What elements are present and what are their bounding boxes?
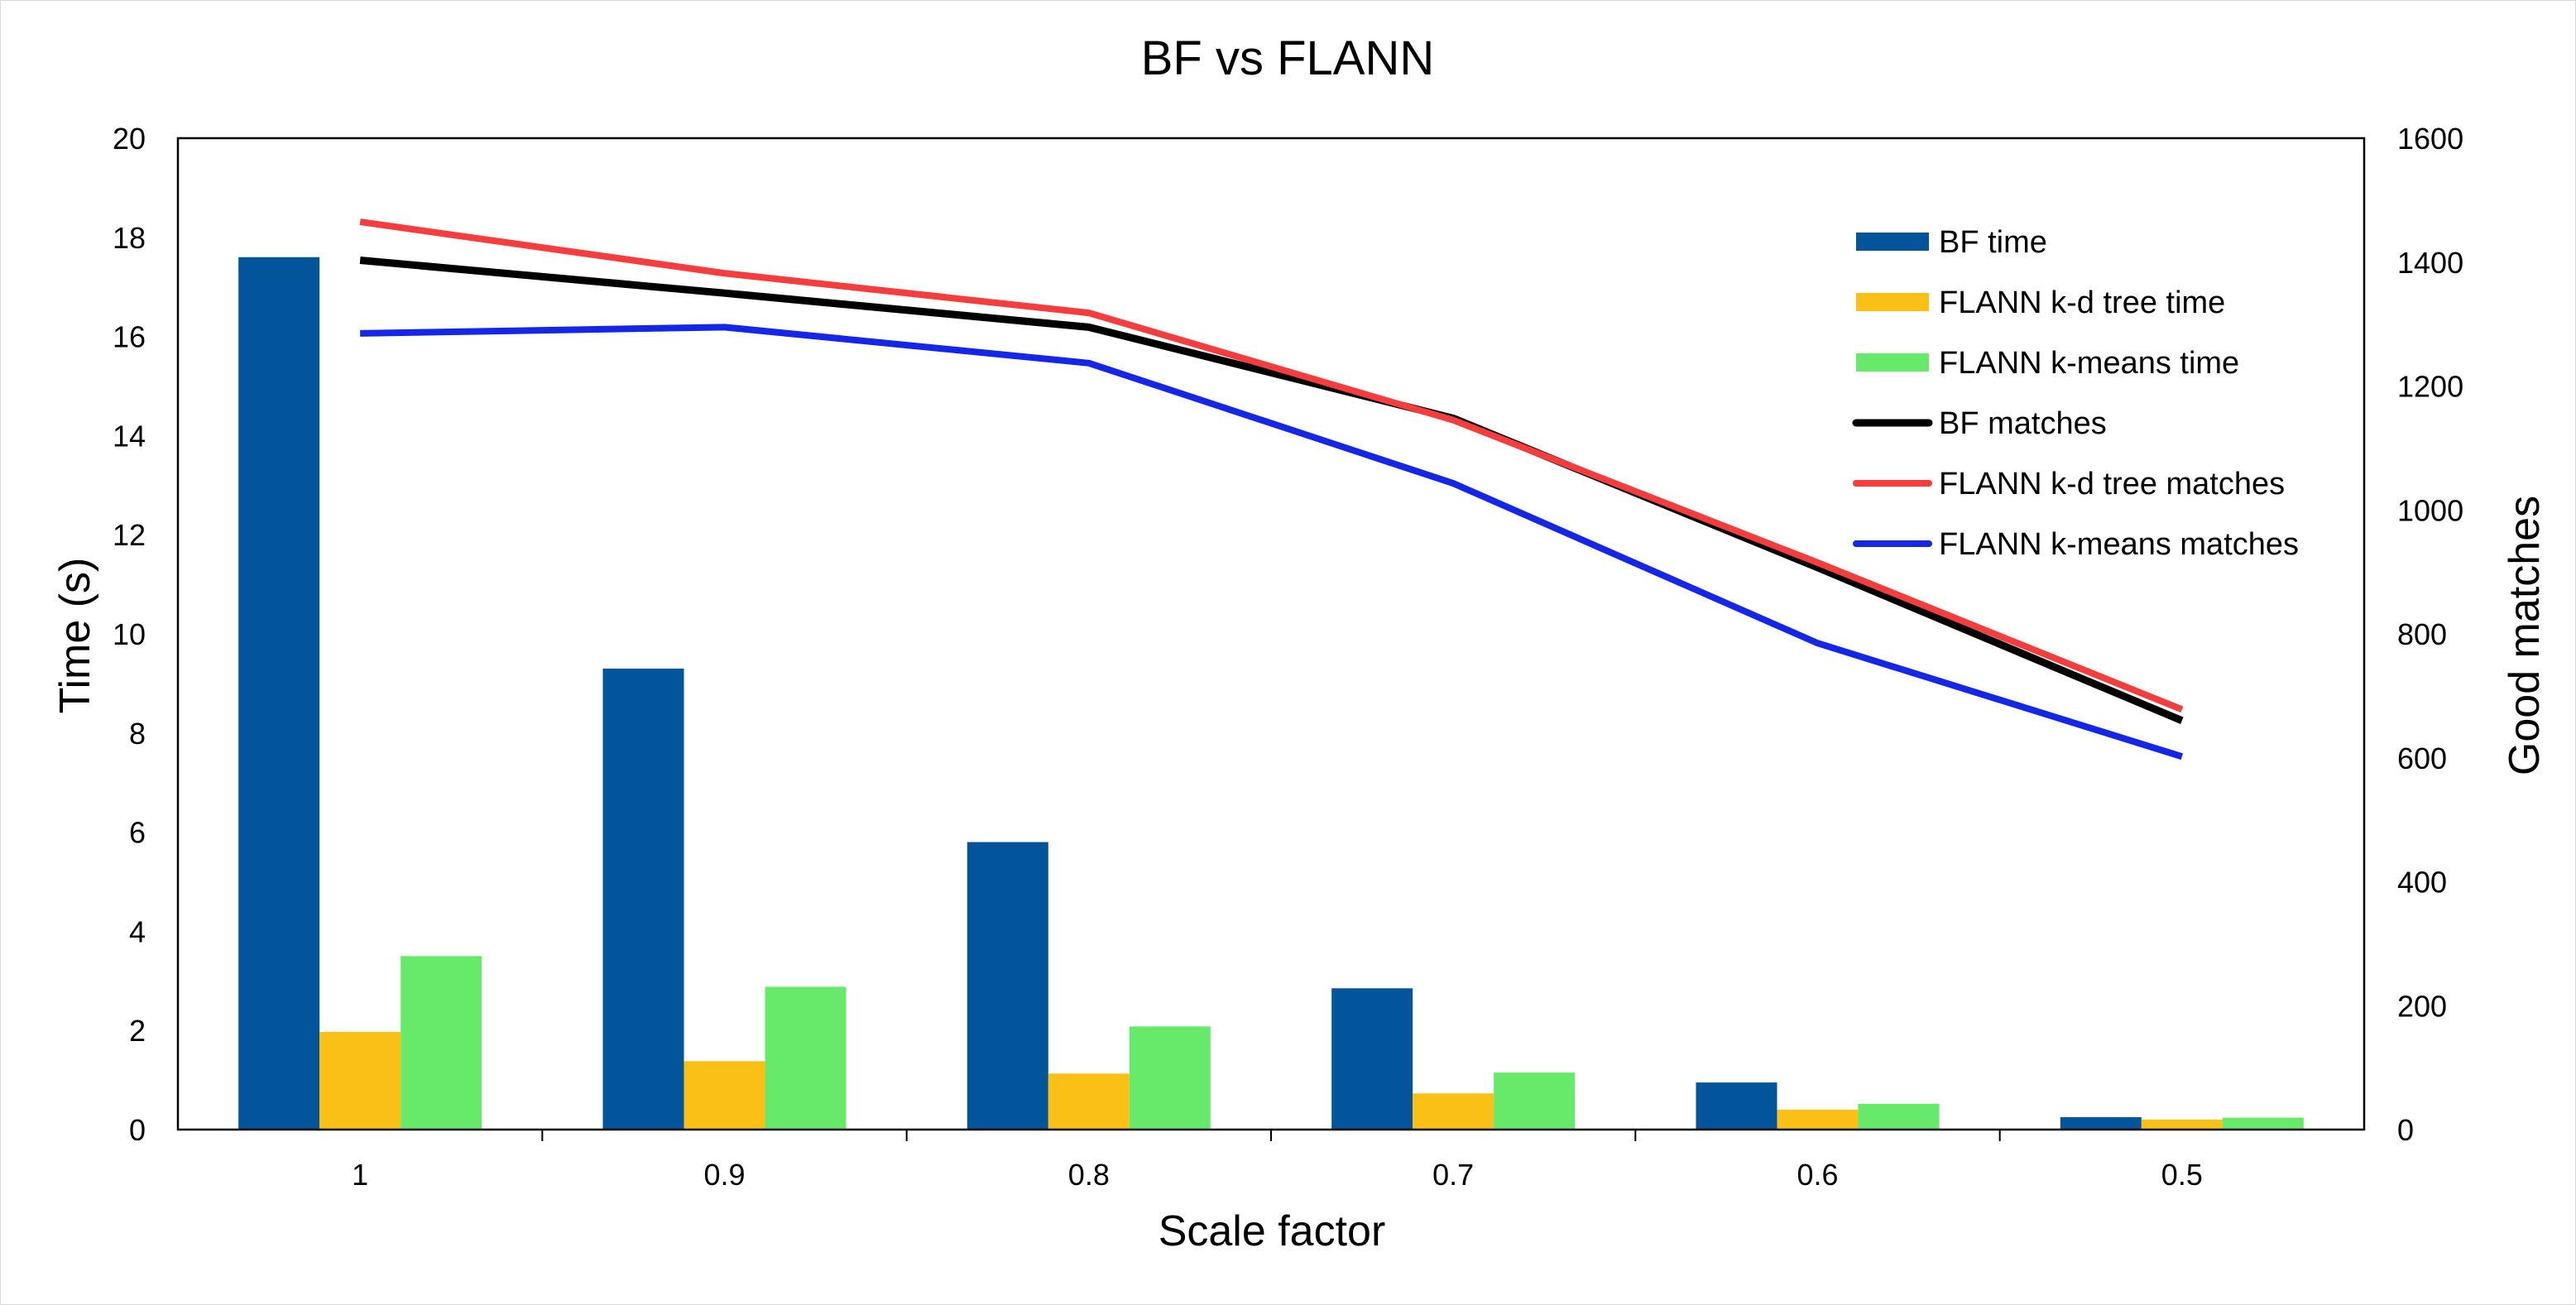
legend: BF time FLANN k-d tree time FLANN k-means … <box>1852 225 2299 562</box>
bar-1-1 <box>238 257 320 1130</box>
y-tick-label: 12 <box>113 518 146 552</box>
y2-tick-label: 1000 <box>2397 493 2463 527</box>
y-tick-label: 6 <box>129 816 146 850</box>
bar-2-3 <box>1048 1073 1130 1130</box>
bar-3-5 <box>1858 1103 1940 1130</box>
line-series-2 <box>359 218 2184 713</box>
bar-1-5 <box>1696 1082 1777 1130</box>
legend-swatch-2 <box>1856 293 1929 311</box>
legend-label-6: FLANN k-means matches <box>1939 527 2299 562</box>
x-tick-label: 0.7 <box>1432 1158 1474 1192</box>
bar-1-3 <box>967 842 1048 1130</box>
bar-1-2 <box>602 668 684 1130</box>
legend-swatch-3 <box>1856 353 1929 372</box>
bar-2-6 <box>2141 1120 2223 1130</box>
y2-tick-label: 400 <box>2397 866 2447 900</box>
bar-3-6 <box>2222 1117 2304 1130</box>
legend-label-2: FLANN k-d tree time <box>1939 285 2225 320</box>
y-tick-label: 4 <box>129 914 146 948</box>
secondary-y-axis-title: Good matches <box>2501 496 2549 775</box>
line-series-1 <box>359 257 2184 724</box>
y2-tick-label: 0 <box>2397 1113 2414 1147</box>
y-tick-label: 2 <box>129 1014 146 1048</box>
x-axis-title: Scale factor <box>1158 1207 1386 1255</box>
bar-1-4 <box>1331 988 1413 1130</box>
y-tick-label: 20 <box>113 122 146 156</box>
bar-1-6 <box>2060 1117 2142 1130</box>
bar-2-1 <box>319 1031 401 1130</box>
y-tick-label: 8 <box>129 717 146 751</box>
y2-tick-label: 800 <box>2397 617 2447 651</box>
y2-tick-label: 1600 <box>2397 122 2463 156</box>
legend-label-4: BF matches <box>1939 406 2107 441</box>
x-tick-label: 0.5 <box>2161 1158 2203 1192</box>
y2-tick-label: 200 <box>2397 989 2447 1023</box>
y2-tick-label: 600 <box>2397 741 2447 775</box>
line-series-3 <box>360 324 2184 760</box>
bar-3-2 <box>765 986 847 1130</box>
y-axis-title: Time (s) <box>51 558 99 714</box>
y-tick-label: 10 <box>113 617 146 651</box>
legend-label-5: FLANN k-d tree matches <box>1939 467 2285 501</box>
bar-3-1 <box>401 956 482 1130</box>
x-tick-label: 0.9 <box>703 1158 745 1192</box>
axis-ticks-layer: 0246810121416182002004006008001000120014… <box>113 122 2463 1192</box>
y-tick-label: 14 <box>113 419 146 453</box>
bar-3-4 <box>1494 1072 1576 1130</box>
bar-2-5 <box>1777 1110 1859 1130</box>
lines-layer <box>359 218 2184 760</box>
y2-tick-label: 1200 <box>2397 370 2463 404</box>
y-tick-label: 16 <box>113 320 146 354</box>
legend-label-3: FLANN k-means time <box>1939 346 2239 381</box>
bar-2-2 <box>684 1061 765 1130</box>
x-tick-label: 0.8 <box>1068 1158 1110 1192</box>
y-tick-label: 0 <box>129 1113 146 1147</box>
y-tick-label: 18 <box>113 221 146 255</box>
bars-layer <box>238 257 2304 1130</box>
legend-label-1: BF time <box>1939 225 2047 260</box>
legend-swatch-1 <box>1856 233 1929 251</box>
x-tick-label: 0.6 <box>1796 1158 1838 1192</box>
chart-title: BF vs FLANN <box>1141 31 1435 85</box>
bar-2-4 <box>1413 1093 1494 1130</box>
bar-3-3 <box>1129 1026 1211 1130</box>
x-tick-label: 1 <box>352 1158 368 1192</box>
y2-tick-label: 1400 <box>2397 246 2463 280</box>
